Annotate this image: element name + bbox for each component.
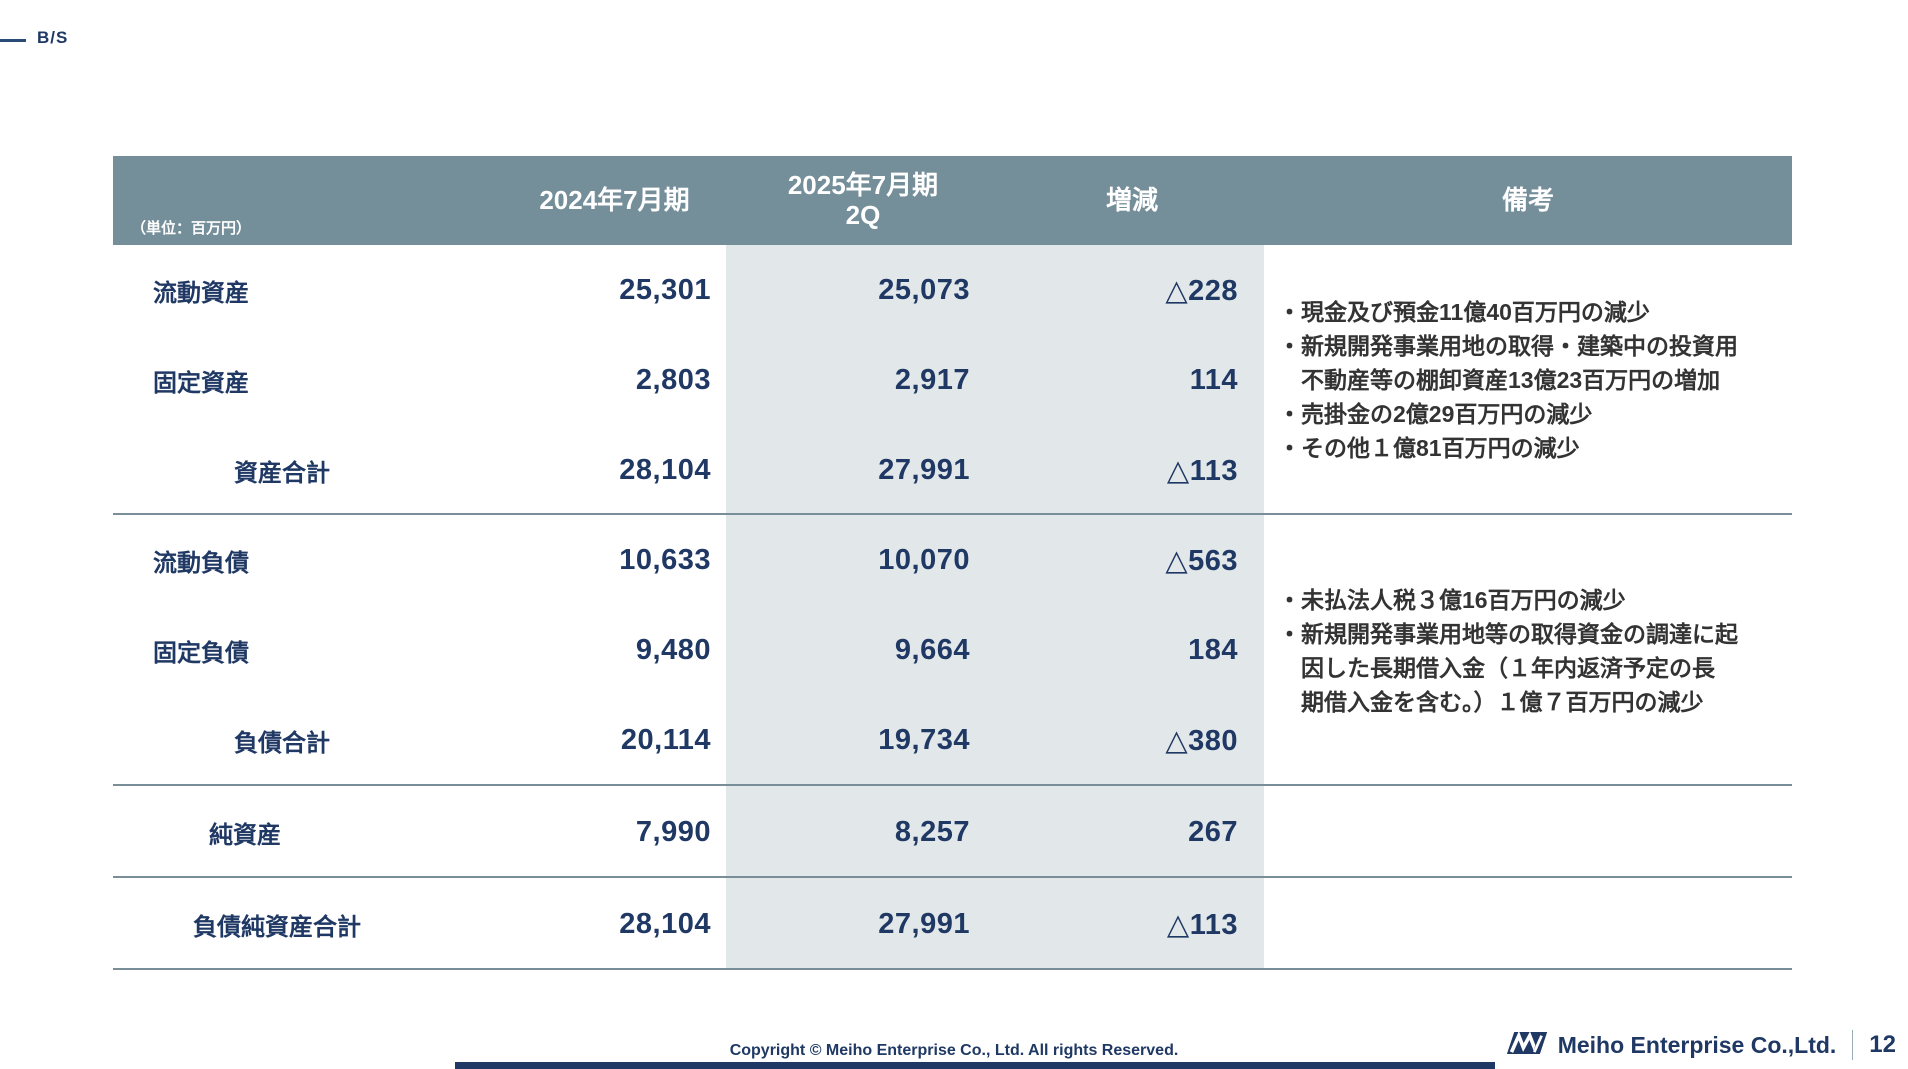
column-header-remarks: 備考 (1501, 184, 1554, 215)
value-change: 184 (1188, 633, 1238, 666)
page-number: 12 (1869, 1031, 1896, 1058)
value-2025-2q: 19,734 (878, 723, 970, 756)
header-label-column: （単位：百万円） (113, 156, 503, 245)
section-divider (113, 513, 1792, 515)
table-row: 固定負債 9,480 9,664 184 (113, 605, 1264, 695)
value-change: △563 (1165, 544, 1238, 577)
remark-line: 不動産等の棚卸資産13億23百万円の増加 (1278, 367, 1721, 393)
value-2025-2q: 27,991 (878, 907, 970, 940)
company-name: Meiho Enterprise Co.,Ltd. (1557, 1031, 1837, 1058)
table-row: 負債合計 20,114 19,734 △380 (113, 695, 1264, 785)
net-assets-section: 純資産 7,990 8,257 267 (113, 786, 1792, 878)
value-2024: 20,114 (620, 723, 711, 756)
value-2025-2q: 10,070 (878, 543, 970, 576)
section-divider (113, 784, 1792, 786)
value-2024: 25,301 (619, 273, 711, 306)
table-row: 資産合計 28,104 27,991 △113 (113, 425, 1264, 515)
highlight-column-shade (726, 245, 1264, 970)
remark-line: ・現金及び預金11億40百万円の減少 (1278, 299, 1650, 325)
value-2024: 7,990 (635, 815, 711, 848)
section-divider (113, 876, 1792, 878)
unit-label: （単位：百万円） (131, 219, 252, 237)
column-header-2025-line1: 2025年7月期 (787, 169, 939, 200)
remark-line: ・その他１億81百万円の減少 (1278, 435, 1580, 461)
row-label: 流動資産 (153, 279, 249, 307)
value-change: 267 (1188, 815, 1238, 848)
footer-brand: Meiho Enterprise Co.,Ltd. 12 (1506, 1028, 1896, 1062)
value-2025-2q: 27,991 (878, 453, 970, 486)
remarks-liabilities: ・未払法人税３億16百万円の減少 ・新規開発事業用地等の取得資金の調達に起 因し… (1264, 515, 1792, 786)
value-change: △113 (1166, 908, 1238, 941)
row-label: 固定資産 (153, 369, 249, 397)
remark-line: ・未払法人税３億16百万円の減少 (1278, 586, 1626, 613)
liabilities-section: 流動負債 10,633 10,070 △563 固定負債 9,480 9,664… (113, 515, 1792, 786)
title-dash-line (0, 39, 26, 42)
table-row: 純資産 7,990 8,257 267 (113, 786, 1264, 878)
table-row: 固定資産 2,803 2,917 114 (113, 335, 1264, 425)
value-2025-2q: 25,073 (878, 273, 970, 306)
value-2025-2q: 2,917 (894, 363, 970, 396)
row-label: 流動負債 (153, 549, 249, 577)
page-title: B/S (37, 28, 69, 47)
value-2025-2q: 8,257 (894, 815, 970, 848)
value-2024: 28,104 (619, 453, 711, 486)
total-section: 負債純資産合計 28,104 27,991 △113 (113, 878, 1792, 970)
value-change: 114 (1189, 363, 1238, 396)
remark-line: 因した長期借入金（１年内返済予定の長 (1278, 654, 1715, 681)
column-header-2025-2q: 2025年7月期 2Q (726, 156, 1000, 245)
row-label: 純資産 (209, 821, 281, 849)
table-row: 負債純資産合計 28,104 27,991 △113 (113, 878, 1264, 970)
row-label: 固定負債 (153, 639, 249, 667)
table-body: 流動資産 25,301 25,073 △228 固定資産 2,803 2,917… (113, 245, 1792, 970)
remarks-assets: ・現金及び預金11億40百万円の減少 ・新規開発事業用地の取得・建築中の投資用 … (1264, 245, 1792, 515)
table-row: 流動資産 25,301 25,073 △228 (113, 245, 1264, 335)
column-header-2025-line2: 2Q (845, 199, 881, 230)
section-divider (113, 968, 1792, 970)
value-change: △380 (1165, 724, 1238, 757)
column-header-2024: 2024年7月期 (539, 184, 690, 215)
value-2024: 10,633 (619, 543, 711, 576)
value-change: △228 (1165, 274, 1238, 307)
remark-line: ・新規開発事業用地等の取得資金の調達に起 (1278, 620, 1738, 647)
row-label: 負債合計 (234, 729, 330, 757)
meiho-logo-icon (1506, 1029, 1548, 1062)
value-change: △113 (1166, 454, 1238, 487)
value-2024: 2,803 (635, 363, 711, 396)
column-header-change: 増減 (1105, 184, 1158, 215)
page-number-divider (1852, 1030, 1854, 1060)
remark-line: ・売掛金の2億29百万円の減少 (1278, 401, 1593, 427)
remark-line: ・新規開発事業用地の取得・建築中の投資用 (1278, 333, 1738, 359)
value-2024: 28,104 (619, 907, 711, 940)
row-label: 資産合計 (234, 459, 330, 487)
row-label: 負債純資産合計 (193, 913, 361, 941)
copyright-text: Copyright © Meiho Enterprise Co., Ltd. A… (729, 1042, 1179, 1059)
bottom-accent-bar (455, 1062, 1495, 1069)
table-header-row: （単位：百万円） 2024年7月期 2025年7月期 2Q 増減 備考 (113, 156, 1792, 245)
balance-sheet-table: （単位：百万円） 2024年7月期 2025年7月期 2Q 増減 備考 流動資産… (113, 156, 1792, 970)
value-2025-2q: 9,664 (894, 633, 970, 666)
assets-section: 流動資産 25,301 25,073 △228 固定資産 2,803 2,917… (113, 245, 1792, 515)
table-row: 流動負債 10,633 10,070 △563 (113, 515, 1264, 605)
value-2024: 9,480 (635, 633, 711, 666)
remark-line: 期借入金を含む。）１億７百万円の減少 (1278, 688, 1704, 715)
